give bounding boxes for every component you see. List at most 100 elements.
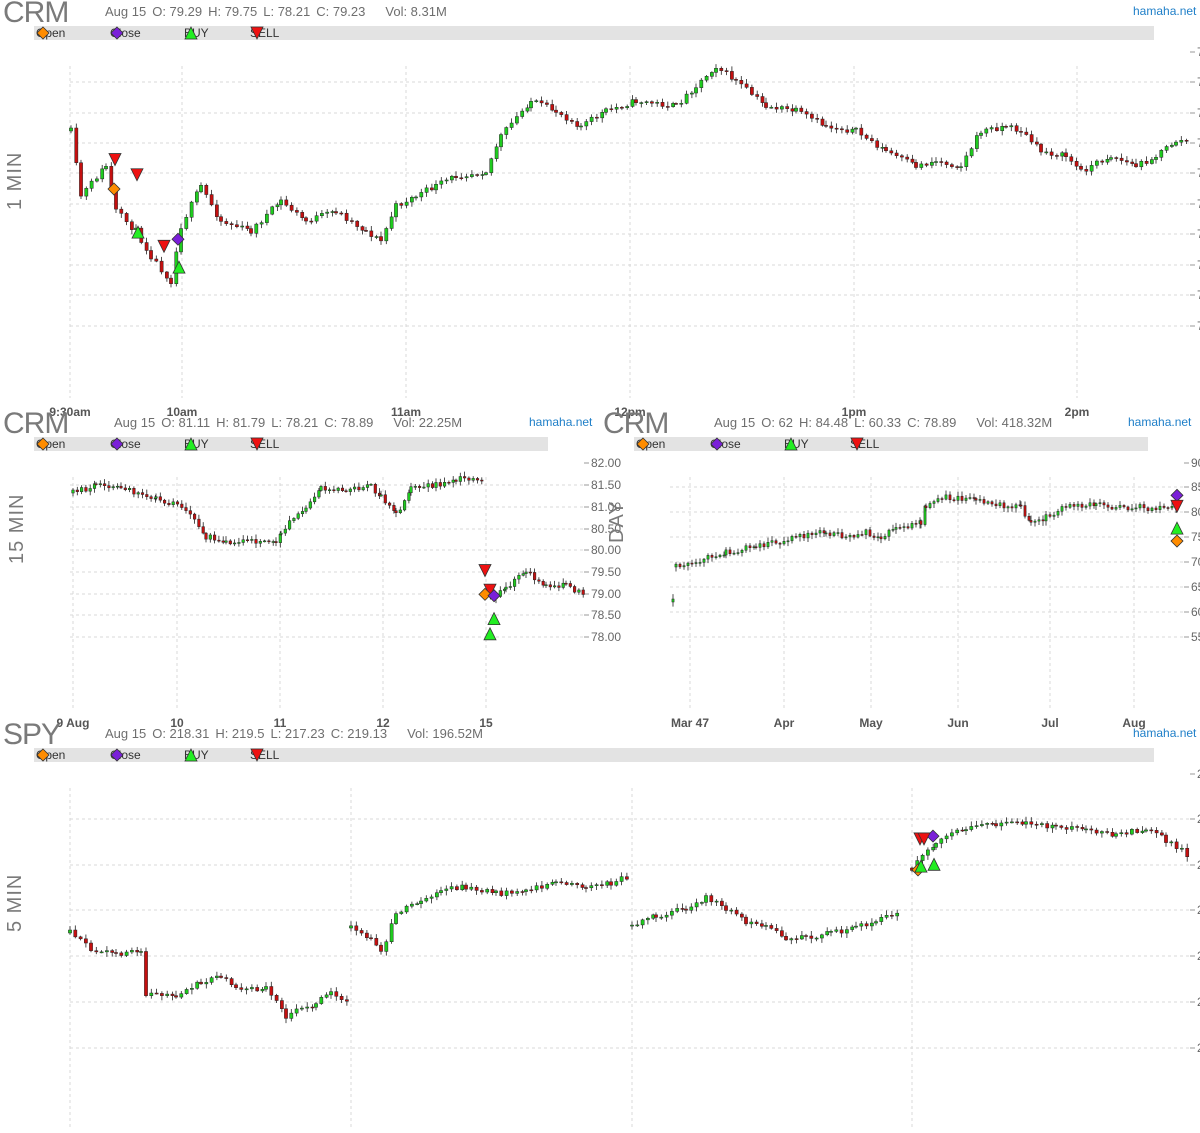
candle	[699, 78, 704, 93]
candle	[379, 942, 383, 955]
candle	[824, 530, 828, 537]
candle	[960, 491, 964, 504]
candle	[419, 188, 424, 202]
candle	[760, 93, 765, 107]
candle	[1105, 154, 1110, 165]
candle	[964, 495, 968, 504]
candle	[939, 837, 944, 849]
legend-buy: BUY	[184, 748, 209, 762]
chart-legend: 82.00 81.50 81.00 80.50 80.00 79.50 79.00 78.50…	[34, 437, 621, 730]
candle	[614, 878, 619, 887]
candle	[581, 587, 585, 598]
candle	[348, 487, 352, 496]
candle	[840, 528, 844, 540]
candle	[1150, 506, 1154, 513]
candle	[265, 209, 269, 226]
candle	[264, 982, 268, 992]
candle	[964, 826, 968, 835]
candle	[689, 903, 694, 914]
candle	[195, 980, 200, 990]
candle	[750, 84, 754, 96]
candle	[289, 1009, 294, 1022]
brand-link[interactable]: hamaha.net	[1128, 415, 1192, 429]
candle	[870, 918, 874, 931]
candle	[690, 559, 694, 567]
candle	[1014, 502, 1018, 513]
candle	[449, 882, 454, 892]
candle	[682, 562, 686, 570]
candle	[634, 97, 638, 106]
candle	[545, 99, 549, 107]
chart-panel-spy-5min: SPY Aug 15 O: 218.31 H: 219.5 L: 217.23 C: 2…	[0, 720, 1200, 1133]
sell-marker-icon	[250, 748, 264, 762]
candle	[369, 934, 373, 941]
candle	[979, 130, 983, 139]
candle	[1089, 160, 1094, 176]
candle	[1052, 511, 1056, 520]
legend-open: 79.80 79.60 79.40 79.20 79.00 78.80 78.60 78.40…	[36, 26, 1200, 419]
candle	[898, 524, 902, 530]
candle	[1162, 503, 1166, 510]
candle	[94, 946, 99, 955]
candle	[1126, 505, 1130, 512]
candle	[349, 921, 353, 932]
candle	[600, 880, 604, 889]
candle	[199, 978, 203, 985]
candle	[719, 66, 724, 75]
candle	[864, 133, 869, 141]
legend-close: Close	[110, 26, 141, 40]
candle	[999, 820, 1004, 831]
open-marker-icon: 90.00 85.00 80.00 75.00 70.00 65.00 60.00 55.00…	[636, 437, 1200, 730]
candle	[413, 483, 417, 490]
candle	[684, 905, 688, 914]
candle	[825, 927, 830, 937]
candle	[228, 539, 232, 546]
candle	[1140, 826, 1145, 835]
candle	[284, 195, 289, 207]
candle	[541, 579, 545, 588]
y-tick-label: 80.50	[591, 522, 621, 536]
candle	[1034, 821, 1039, 830]
candle	[480, 887, 484, 895]
candle	[969, 821, 974, 832]
brand-link[interactable]: hamaha.net	[1133, 726, 1197, 740]
candle	[1159, 149, 1164, 162]
candle	[450, 174, 454, 184]
brand-link[interactable]: hamaha.net	[1133, 4, 1197, 18]
candle	[224, 974, 229, 982]
candle	[872, 533, 876, 541]
candle	[250, 536, 254, 544]
candle	[521, 570, 525, 577]
candle	[369, 483, 373, 486]
open-marker	[107, 182, 121, 196]
candle	[769, 105, 774, 109]
brand-link[interactable]: hamaha.net	[529, 415, 593, 429]
candle	[722, 551, 726, 558]
candle	[994, 819, 998, 829]
candle	[944, 490, 948, 501]
candle	[119, 206, 124, 218]
y-tick-label: 218.50	[1197, 903, 1200, 917]
candle	[968, 493, 972, 500]
candle	[249, 225, 253, 237]
open-marker-icon: 82.00 81.50 81.00 80.50 80.00 79.50 79.00 78.50…	[36, 437, 621, 730]
candle	[224, 218, 229, 226]
candle	[728, 546, 732, 557]
x-tick-label: Jul	[1041, 716, 1058, 730]
candle	[864, 528, 868, 540]
candle	[982, 496, 986, 506]
candle	[240, 221, 245, 231]
candle	[304, 505, 308, 514]
candle	[504, 126, 509, 140]
candle	[710, 553, 714, 562]
candle	[528, 568, 532, 576]
candle	[960, 827, 965, 832]
sell-marker-icon	[250, 26, 264, 40]
candle	[504, 887, 509, 900]
candle	[724, 67, 729, 76]
candle	[89, 178, 94, 192]
y-tick-label: 81.00	[591, 500, 621, 514]
legend-close: Close	[710, 437, 741, 451]
candle	[434, 180, 438, 194]
candle	[934, 842, 938, 850]
